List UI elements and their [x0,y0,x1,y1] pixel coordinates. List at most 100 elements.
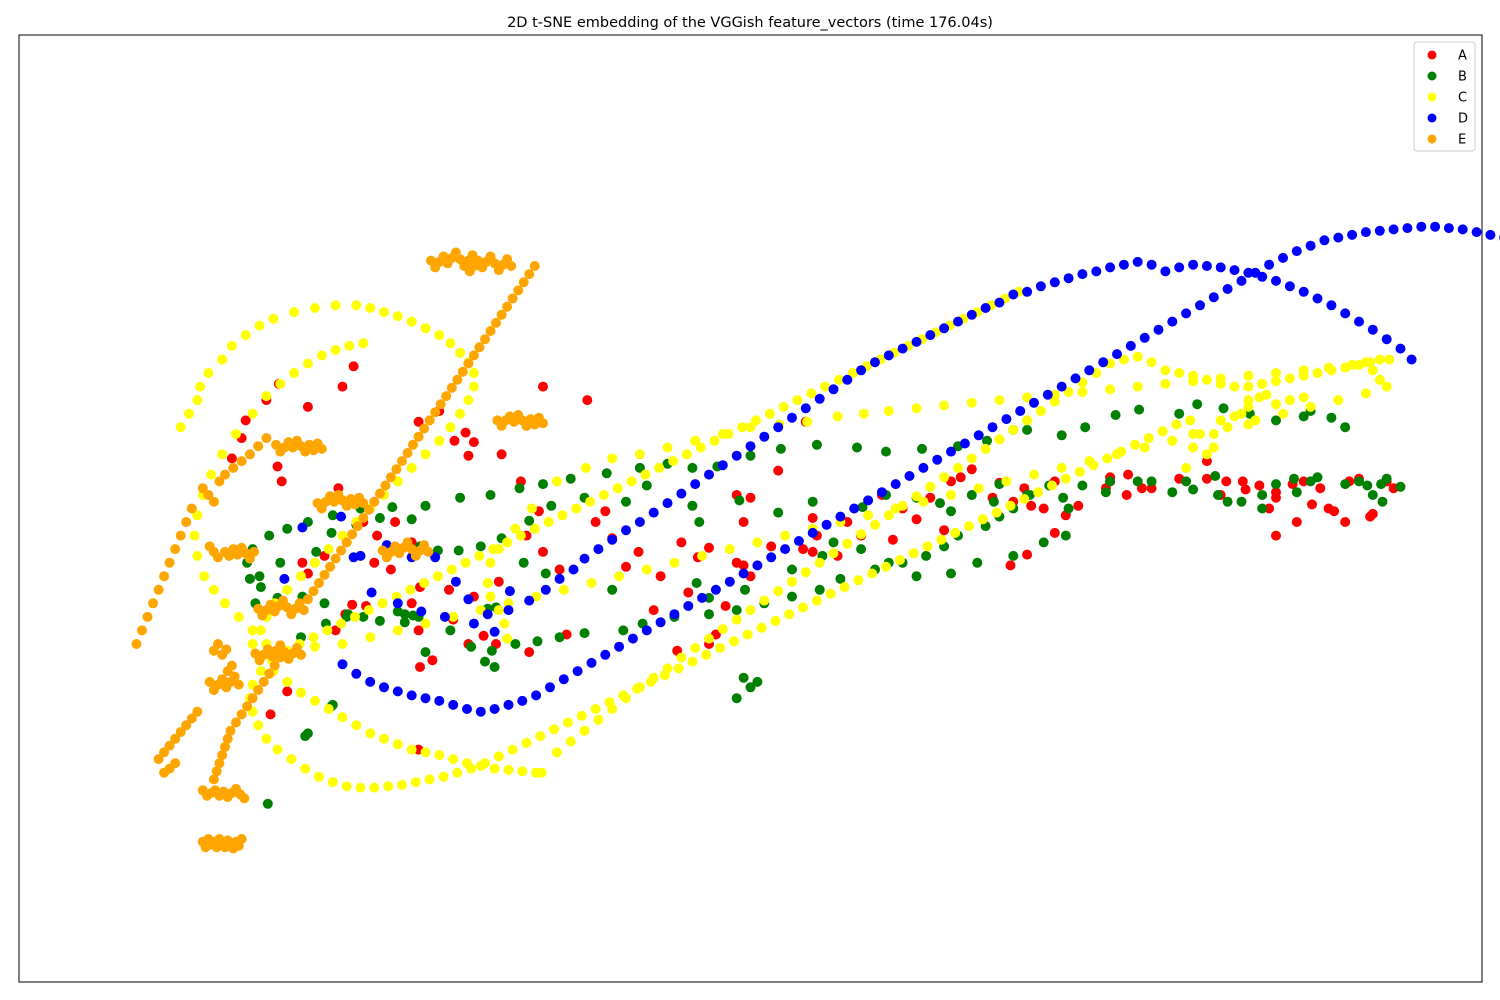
point-b-38 [935,498,945,509]
point-c-363 [820,381,831,392]
point-b-137 [1022,424,1033,435]
point-c-351 [654,462,665,473]
legend-box [1413,41,1476,152]
point-c-201 [966,453,977,464]
point-b-70 [1132,476,1143,487]
point-c-310 [355,782,366,793]
point-d-74 [1284,281,1295,292]
point-a-82 [413,625,424,636]
point-c-106 [175,422,186,433]
point-c-240 [1208,442,1219,453]
point-c-79 [392,625,403,636]
point-b-25 [524,515,535,526]
point-c-145 [282,584,293,595]
point-e-215 [413,431,424,442]
point-b-167 [1060,530,1071,541]
point-d-109 [683,601,694,611]
point-a-73 [621,561,631,572]
point-c-284 [715,643,726,653]
point-c-271 [894,555,905,565]
point-a-83 [330,625,341,636]
point-b-121 [538,479,548,490]
point-b-128 [745,450,756,461]
point-d-16 [468,618,479,629]
point-b-151 [518,557,529,568]
point-c-312 [327,777,338,788]
point-b-143 [1192,399,1203,410]
point-c-160 [392,739,403,750]
point-d-116 [780,544,791,555]
point-b-88 [704,609,714,620]
point-d-136 [1056,381,1067,392]
point-d-160 [1388,224,1399,235]
point-e-195 [302,594,313,605]
point-c-195 [883,510,894,521]
point-c-163 [434,750,445,761]
point-e-89 [492,415,503,426]
point-c-289 [645,676,656,687]
point-c-213 [1132,351,1143,362]
point-c-301 [480,758,490,769]
point-c-306 [410,777,421,788]
point-c-192 [842,538,853,549]
point-b-29 [641,480,652,491]
point-e-202 [341,537,352,548]
point-b-119 [485,490,496,500]
point-c-287 [673,663,684,674]
point-d-77 [1326,300,1337,311]
point-a-99 [337,381,348,392]
point-e-217 [424,415,435,426]
point-e-151 [203,490,214,500]
point-e-199 [325,561,336,572]
point-b-144 [1218,403,1229,414]
point-c-307 [397,779,407,790]
point-d-40 [814,393,825,404]
point-b-126 [687,462,698,473]
point-d-161 [1402,223,1413,234]
point-c-66 [752,537,763,548]
point-c-315 [286,754,297,765]
point-c-148 [255,625,266,636]
point-b-62 [1362,480,1373,491]
point-b-30 [687,500,698,511]
point-a-20 [966,464,977,475]
point-c-153 [296,687,306,698]
point-b-103 [341,611,352,622]
point-e-183 [253,685,264,695]
point-b-58 [1271,479,1281,490]
point-e-169 [137,625,147,636]
point-d-99 [545,682,555,693]
point-c-272 [881,561,891,572]
point-e-222 [452,374,463,385]
point-d-15 [439,611,450,622]
point-b-60 [1305,476,1316,487]
point-d-159 [1374,225,1385,236]
point-b-14 [275,557,286,568]
point-d-1 [489,626,500,637]
point-c-23 [911,403,922,414]
point-a-14 [842,517,853,527]
point-b-164 [972,557,983,568]
point-c-336 [446,564,457,575]
point-c-96 [231,429,241,439]
point-c-43 [1381,381,1392,392]
point-c-60 [918,496,929,507]
point-c-286 [687,656,698,667]
point-c-174 [593,714,604,725]
point-e-216 [419,423,430,434]
point-c-337 [460,557,471,568]
point-c-58 [973,483,984,494]
point-c-182 [704,633,714,644]
point-c-340 [502,537,513,548]
point-d-66 [1174,262,1185,273]
point-e-167 [148,598,158,609]
point-d-142 [1139,332,1150,343]
point-a-48 [276,476,287,487]
legend-label-e: E [1458,133,1466,148]
point-e-165 [159,571,170,582]
point-c-298 [521,737,532,748]
point-a-61 [385,564,396,575]
point-e-164 [164,557,175,568]
point-c-255 [1116,446,1127,457]
